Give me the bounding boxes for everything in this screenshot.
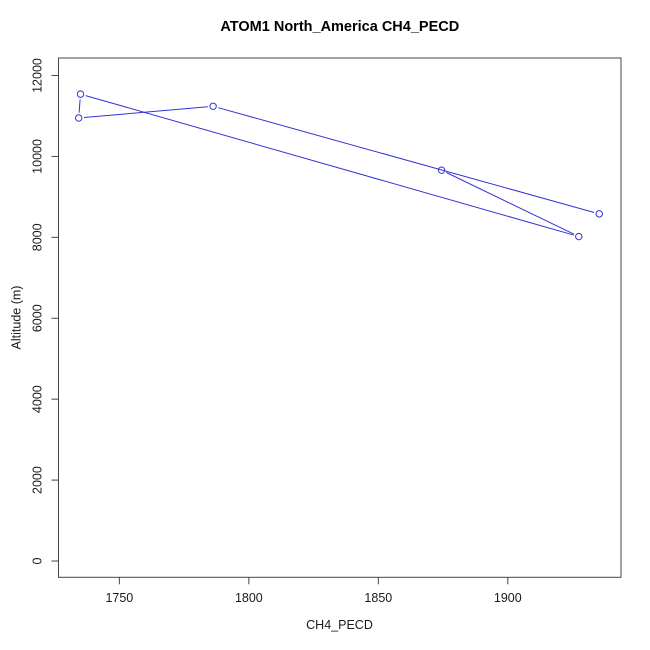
data-point-marker bbox=[209, 102, 217, 110]
y-tick-label: 10000 bbox=[31, 139, 45, 174]
y-tick-label: 8000 bbox=[31, 223, 45, 251]
x-tick-label: 1850 bbox=[364, 591, 392, 605]
y-tick-label: 2000 bbox=[31, 466, 45, 494]
x-tick-label: 1750 bbox=[105, 591, 133, 605]
series-line-segment bbox=[218, 107, 595, 213]
data-point-marker bbox=[595, 210, 603, 218]
series-line-segment bbox=[83, 106, 208, 119]
series-line-segment bbox=[78, 99, 81, 113]
plot-box bbox=[58, 57, 622, 578]
plot-title: ATOM1 North_America CH4_PECD bbox=[220, 19, 459, 35]
data-point-marker bbox=[76, 90, 85, 98]
series-line-segment bbox=[446, 172, 575, 235]
axes-layer: 1750 1800 1850 1900 0 2000 4000 6000 8000 10000 12… bbox=[31, 57, 622, 605]
x-tick-label: 1800 bbox=[235, 591, 263, 605]
data-point-marker bbox=[575, 232, 583, 241]
data-point-marker bbox=[75, 114, 83, 122]
y-tick-label: 4000 bbox=[31, 385, 45, 413]
x-tick-label: 1900 bbox=[494, 591, 522, 605]
x-axis-label: CH4_PECD bbox=[306, 618, 373, 632]
data-series bbox=[75, 90, 603, 241]
data-point-marker bbox=[437, 166, 446, 174]
y-axis-label: Altitude (m) bbox=[10, 286, 24, 350]
y-tick-label: 6000 bbox=[31, 304, 45, 332]
y-tick-label: 12000 bbox=[31, 58, 45, 93]
series-line-segment bbox=[85, 95, 574, 236]
y-tick-label: 0 bbox=[31, 557, 45, 564]
